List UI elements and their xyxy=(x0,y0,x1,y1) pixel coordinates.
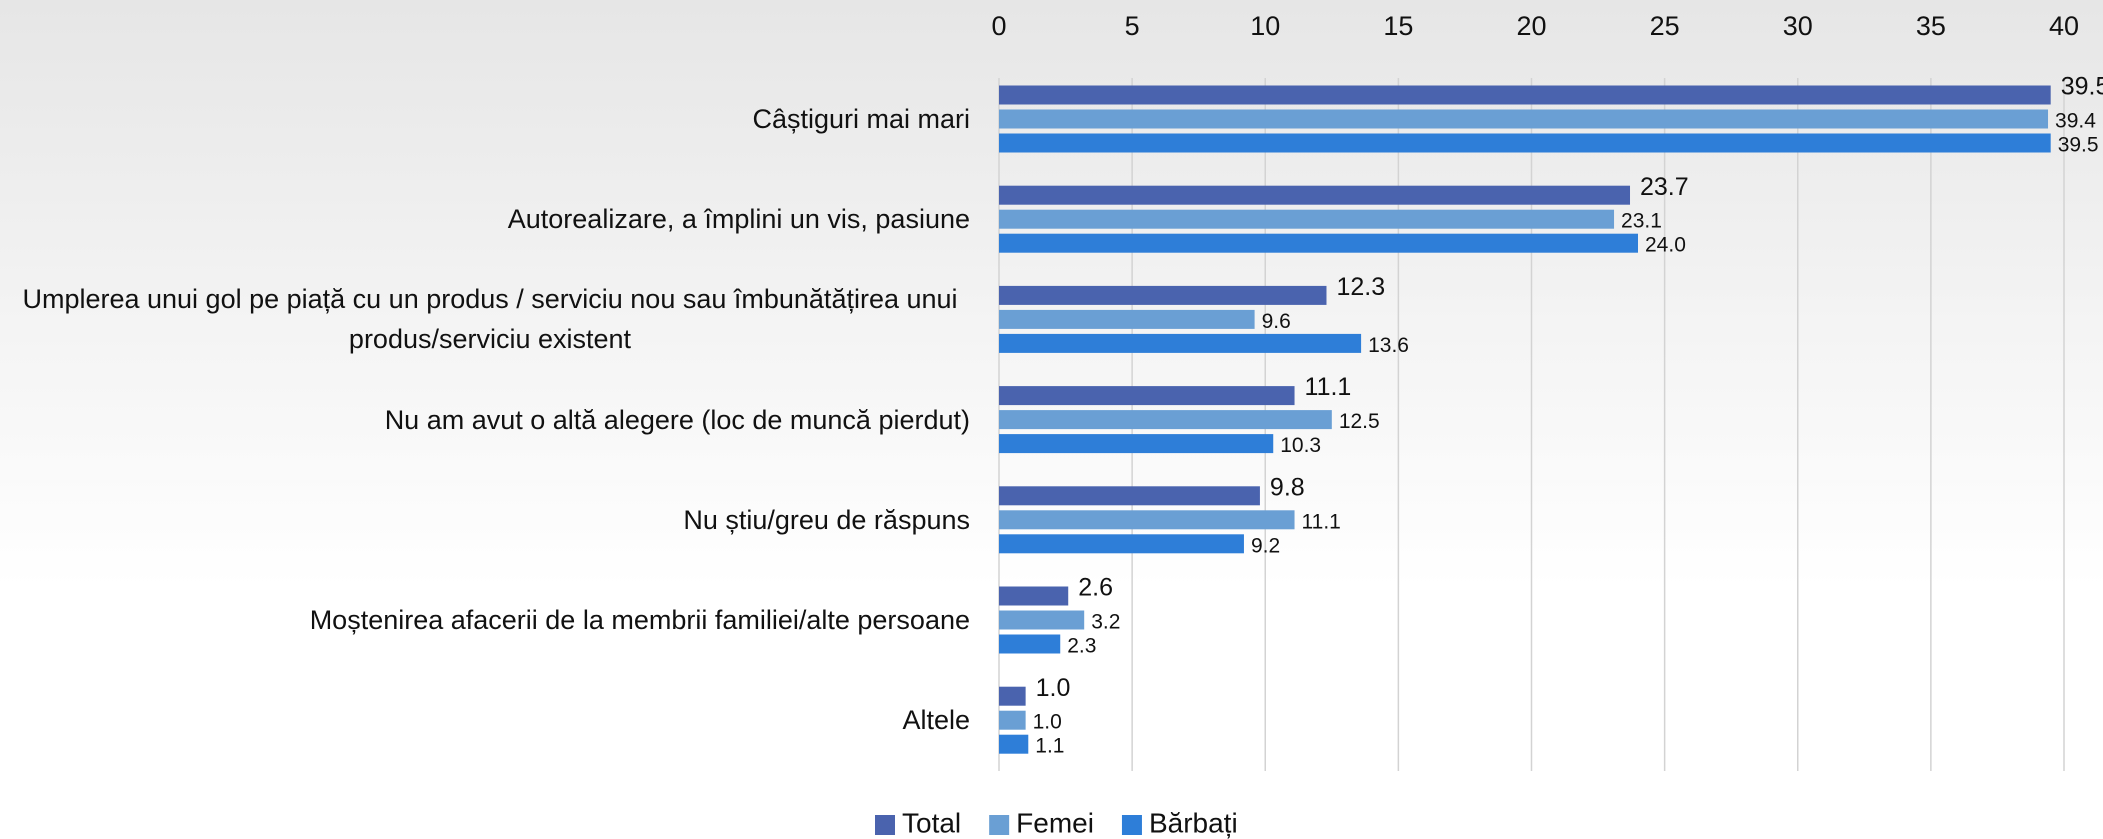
bar xyxy=(999,285,1327,305)
bar xyxy=(999,133,2051,153)
value-label: 39.5 xyxy=(2058,134,2099,157)
bar xyxy=(999,534,1244,554)
x-tick-label: 35 xyxy=(1916,11,1946,41)
bar xyxy=(999,209,1615,229)
bar xyxy=(999,386,1295,406)
category-label: Altele xyxy=(902,700,970,740)
bar xyxy=(999,610,1085,630)
bar xyxy=(999,185,1631,205)
x-tick-label: 30 xyxy=(1783,11,1813,41)
category-label: Moștenirea afacerii de la membrii famili… xyxy=(310,600,970,640)
category-label: Umplerea unui gol pe piață cu un produs … xyxy=(10,279,970,359)
value-label: 10.3 xyxy=(1280,434,1321,457)
value-label: 12.3 xyxy=(1336,273,1385,301)
bar xyxy=(999,109,2049,129)
value-label: 11.1 xyxy=(1305,373,1352,401)
value-label: 23.1 xyxy=(1621,210,1662,233)
category-text: Umplerea unui gol pe piață cu un produs … xyxy=(22,284,958,355)
legend-label: Total xyxy=(902,807,961,838)
x-tick-label: 40 xyxy=(2049,11,2079,41)
bar xyxy=(999,486,1260,506)
value-label: 1.1 xyxy=(1035,735,1064,758)
category-label: Nu am avut o altă alegere (loc de muncă … xyxy=(385,400,970,440)
x-tick-label: 25 xyxy=(1650,11,1680,41)
x-tick-label: 20 xyxy=(1516,11,1546,41)
value-label: 2.6 xyxy=(1078,574,1113,602)
bar xyxy=(999,586,1069,606)
bar xyxy=(999,85,2051,105)
bar xyxy=(999,233,1638,253)
value-label: 13.6 xyxy=(1368,334,1409,357)
bar xyxy=(999,634,1061,654)
bar xyxy=(999,333,1362,353)
legend-label: Bărbați xyxy=(1149,807,1238,838)
legend-swatch xyxy=(875,815,895,835)
x-tick-label: 0 xyxy=(991,11,1006,41)
category-text: Nu știu/greu de răspuns xyxy=(683,504,970,535)
bar xyxy=(999,710,1026,730)
bar xyxy=(999,410,1332,430)
bar xyxy=(999,309,1255,329)
x-tick-label: 10 xyxy=(1250,11,1280,41)
bar xyxy=(999,734,1029,754)
value-label: 23.7 xyxy=(1640,173,1689,201)
category-text: Nu am avut o altă alegere (loc de muncă … xyxy=(384,404,970,435)
value-label: 9.6 xyxy=(1262,310,1291,333)
legend-label: Femei xyxy=(1016,807,1094,838)
value-label: 39.5 xyxy=(2061,73,2103,101)
category-label: Nu știu/greu de răspuns xyxy=(683,500,970,540)
category-label: Autorealizare, a împlini un vis, pasiune xyxy=(508,199,970,239)
bar xyxy=(999,686,1026,706)
value-label: 3.2 xyxy=(1091,611,1120,634)
value-label: 39.4 xyxy=(2055,110,2096,133)
category-text: Moștenirea afacerii de la membrii famili… xyxy=(309,605,970,635)
category-text: Autorealizare, a împlini un vis, pasiune xyxy=(507,204,970,235)
bar xyxy=(999,510,1295,530)
x-tick-label: 5 xyxy=(1125,11,1140,41)
value-label: 11.1 xyxy=(1302,510,1341,533)
category-label: Câștiguri mai mari xyxy=(752,99,970,139)
category-text: Altele xyxy=(902,705,970,736)
legend-swatch xyxy=(989,815,1010,835)
value-label: 1.0 xyxy=(1036,674,1071,702)
bar xyxy=(999,434,1274,454)
value-label: 24.0 xyxy=(1645,234,1686,257)
value-label: 9.8 xyxy=(1270,473,1305,501)
legend-swatch xyxy=(1121,815,1142,835)
value-label: 12.5 xyxy=(1339,410,1380,433)
value-label: 1.0 xyxy=(1033,711,1062,734)
category-text: Câștiguri mai mari xyxy=(752,104,970,134)
x-tick-label: 15 xyxy=(1383,11,1413,41)
value-label: 2.3 xyxy=(1067,635,1096,658)
value-label: 9.2 xyxy=(1251,534,1280,557)
